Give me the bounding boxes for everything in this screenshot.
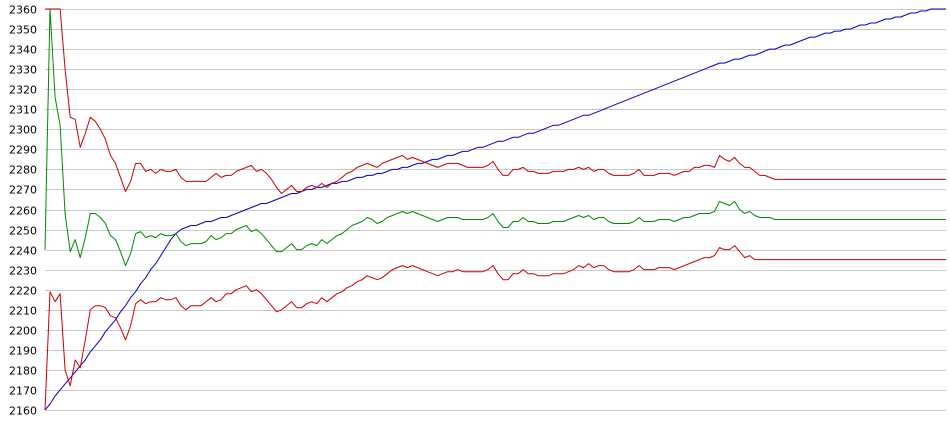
y-tick-label: 2360 xyxy=(9,4,37,17)
series-lines xyxy=(44,8,946,411)
y-tick-label: 2260 xyxy=(9,205,37,218)
y-tick-label: 2270 xyxy=(9,184,37,197)
y-axis-tick-labels: 2360 2350 2340 2330 2320 2310 2300 2290 2280 2270… xyxy=(9,4,37,418)
y-tick-label: 2350 xyxy=(9,24,37,37)
y-tick-label: 2310 xyxy=(9,104,37,117)
series-line-2 xyxy=(44,8,946,267)
series-line-4 xyxy=(44,245,946,411)
grid xyxy=(45,9,946,411)
y-tick-label: 2190 xyxy=(9,345,37,358)
series-line-1 xyxy=(44,8,946,411)
y-tick-label: 2280 xyxy=(9,164,37,177)
y-tick-label: 2180 xyxy=(9,365,37,378)
y-tick-label: 2250 xyxy=(9,225,37,238)
y-tick-label: 2330 xyxy=(9,64,37,77)
y-tick-label: 2160 xyxy=(9,405,37,418)
y-tick-label: 2290 xyxy=(9,144,37,157)
y-tick-label: 2220 xyxy=(9,285,37,298)
series-line-3 xyxy=(45,8,946,194)
y-tick-label: 2320 xyxy=(9,84,37,97)
y-tick-label: 2340 xyxy=(9,44,37,57)
y-tick-label: 2200 xyxy=(9,325,37,338)
y-tick-label: 2210 xyxy=(9,305,37,318)
y-tick-label: 2300 xyxy=(9,124,37,137)
y-tick-label: 2170 xyxy=(9,385,37,398)
y-tick-label: 2240 xyxy=(9,245,37,258)
y-tick-label: 2230 xyxy=(9,265,37,278)
